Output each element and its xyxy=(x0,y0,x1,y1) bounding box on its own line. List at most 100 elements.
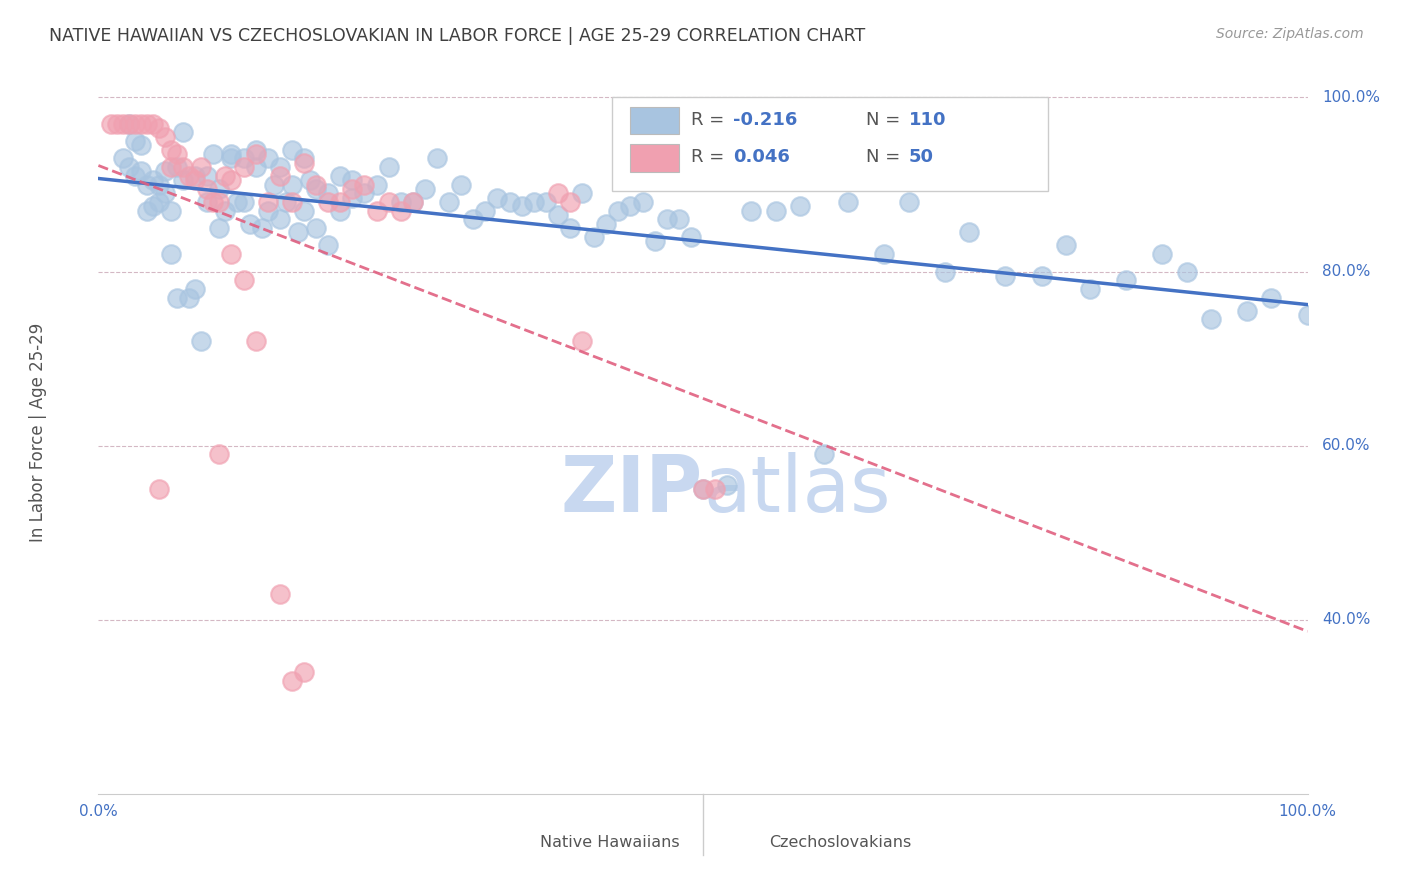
FancyBboxPatch shape xyxy=(613,96,1047,191)
Point xyxy=(208,182,231,196)
Point xyxy=(142,199,165,213)
Point xyxy=(873,247,896,261)
Point xyxy=(342,173,364,187)
Point xyxy=(287,226,309,240)
Text: Native Hawaiians: Native Hawaiians xyxy=(540,835,679,850)
FancyBboxPatch shape xyxy=(721,830,759,854)
Text: ZIP: ZIP xyxy=(561,452,703,528)
Point xyxy=(135,203,157,218)
Point xyxy=(245,334,267,349)
Point xyxy=(148,482,170,496)
Point xyxy=(450,178,472,192)
Point xyxy=(184,169,207,183)
Point xyxy=(148,194,170,209)
Point xyxy=(129,117,152,131)
Text: atlas: atlas xyxy=(703,452,890,528)
FancyBboxPatch shape xyxy=(492,830,530,854)
Point xyxy=(160,160,183,174)
Point xyxy=(256,152,278,166)
Point xyxy=(523,194,546,209)
Point xyxy=(232,160,254,174)
Point xyxy=(208,221,231,235)
Point xyxy=(413,182,436,196)
Point xyxy=(740,203,762,218)
Point xyxy=(547,208,569,222)
Point xyxy=(316,194,339,209)
Point xyxy=(595,217,617,231)
Point xyxy=(214,203,236,218)
Text: R =: R = xyxy=(690,111,730,128)
Text: -0.216: -0.216 xyxy=(734,111,797,128)
Point xyxy=(329,194,352,209)
Point xyxy=(148,178,170,192)
Point xyxy=(655,212,678,227)
Point xyxy=(437,194,460,209)
Point xyxy=(377,160,399,174)
Point xyxy=(221,152,243,166)
Point xyxy=(153,186,176,201)
Point xyxy=(1152,247,1174,261)
Point xyxy=(221,247,243,261)
Point xyxy=(179,291,201,305)
Point xyxy=(934,264,956,278)
Point xyxy=(256,194,278,209)
Point xyxy=(190,160,212,174)
FancyBboxPatch shape xyxy=(630,107,679,134)
Point xyxy=(607,203,630,218)
Point xyxy=(153,164,176,178)
Point xyxy=(534,194,557,209)
Text: 100.0%: 100.0% xyxy=(1322,90,1381,105)
Point xyxy=(129,138,152,153)
Point xyxy=(256,203,278,218)
Point xyxy=(994,268,1017,283)
Point xyxy=(486,191,509,205)
Point xyxy=(558,194,581,209)
Point xyxy=(692,482,714,496)
Point xyxy=(716,478,738,492)
Point xyxy=(118,117,141,131)
Point xyxy=(583,229,606,244)
Point xyxy=(897,194,920,209)
Point xyxy=(184,173,207,187)
Point xyxy=(547,186,569,201)
Point xyxy=(195,169,218,183)
Point xyxy=(166,160,188,174)
Point xyxy=(1115,273,1137,287)
Point xyxy=(269,169,291,183)
Point xyxy=(232,152,254,166)
Point xyxy=(214,169,236,183)
Point xyxy=(232,273,254,287)
Point xyxy=(1175,264,1198,278)
Point xyxy=(957,226,980,240)
Point xyxy=(245,143,267,157)
Point xyxy=(1236,303,1258,318)
Point xyxy=(571,334,593,349)
Point xyxy=(619,199,641,213)
Point xyxy=(135,117,157,131)
Point xyxy=(111,152,134,166)
Point xyxy=(366,203,388,218)
Point xyxy=(292,665,315,679)
Text: 110: 110 xyxy=(908,111,946,128)
Point xyxy=(221,173,243,187)
Point xyxy=(118,160,141,174)
Point xyxy=(195,182,218,196)
Point xyxy=(316,186,339,201)
Point xyxy=(111,117,134,131)
Point xyxy=(172,125,194,139)
Point xyxy=(129,164,152,178)
Point xyxy=(269,587,291,601)
Point xyxy=(1031,268,1053,283)
Point xyxy=(153,129,176,144)
Point xyxy=(1260,291,1282,305)
Point xyxy=(292,155,315,169)
Point xyxy=(316,238,339,252)
Point xyxy=(250,221,273,235)
Point xyxy=(837,194,859,209)
Point xyxy=(281,194,304,209)
Point xyxy=(148,120,170,135)
Point xyxy=(239,217,262,231)
Point xyxy=(305,182,328,196)
Point xyxy=(202,194,225,209)
Point xyxy=(329,169,352,183)
